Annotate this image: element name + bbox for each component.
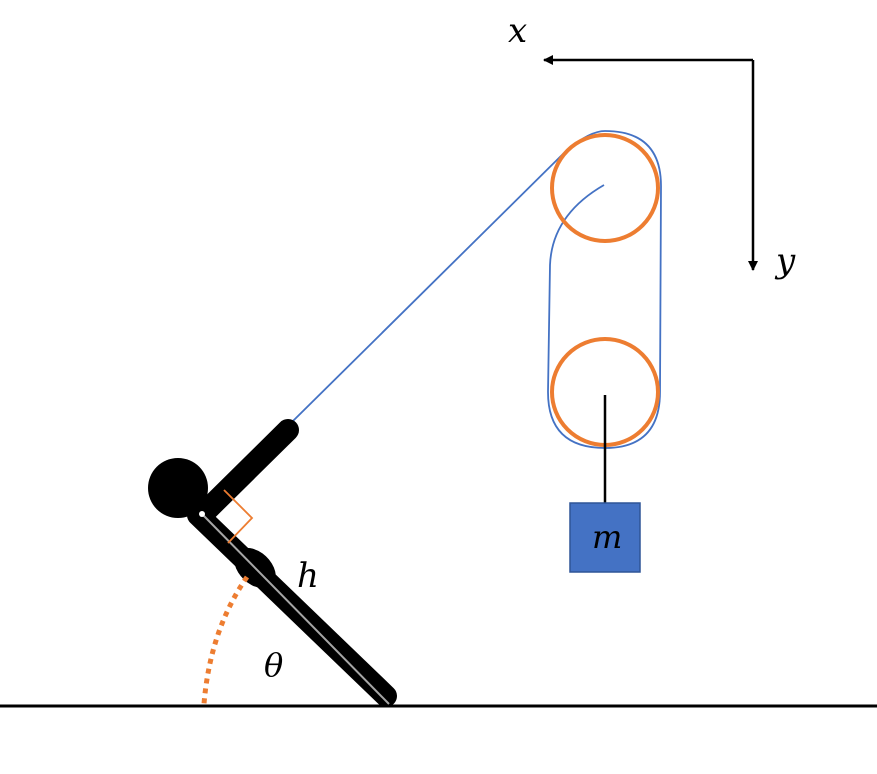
height-line xyxy=(201,513,390,705)
pivot-point xyxy=(199,511,205,517)
mass-label: m xyxy=(592,518,622,556)
coordinate-axes: x y xyxy=(508,11,796,281)
person-arm xyxy=(194,419,299,523)
angle-arc xyxy=(201,575,250,705)
x-axis-label: x xyxy=(508,11,527,51)
right-angle-marker xyxy=(223,489,254,544)
person-head xyxy=(148,458,208,518)
height-label: h xyxy=(297,556,319,596)
top-pulley xyxy=(550,133,660,243)
y-axis-label: y xyxy=(774,241,796,281)
mass-block xyxy=(569,502,641,573)
rope-wrap-top xyxy=(547,130,662,449)
rope-left-side xyxy=(547,184,605,393)
angle-label: θ xyxy=(264,646,283,684)
